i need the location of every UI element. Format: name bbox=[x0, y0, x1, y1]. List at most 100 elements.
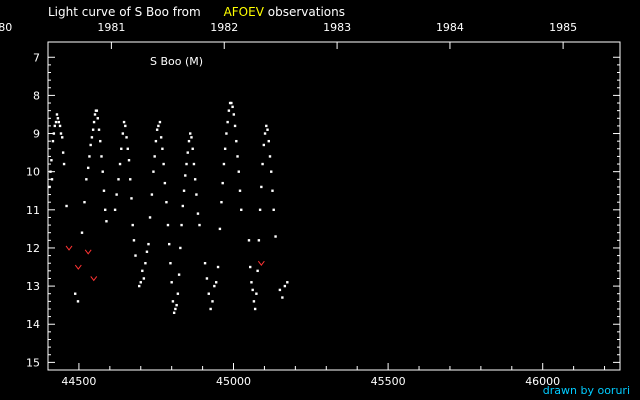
observation-point bbox=[195, 193, 198, 196]
observation-point bbox=[131, 223, 134, 227]
observation-point bbox=[56, 117, 60, 120]
observation-point bbox=[233, 124, 237, 128]
observation-point bbox=[53, 124, 57, 128]
observation-point bbox=[145, 250, 149, 253]
observation-point bbox=[230, 101, 233, 105]
observation-point bbox=[260, 185, 263, 189]
observation-point bbox=[268, 155, 272, 158]
observation-point bbox=[190, 136, 193, 139]
observation-point bbox=[152, 170, 155, 173]
x-tick-label: 46000 bbox=[525, 375, 560, 388]
observation-point bbox=[171, 300, 175, 303]
observation-point bbox=[186, 151, 189, 154]
fainter-than-point bbox=[65, 245, 73, 251]
y-tick-label: 8 bbox=[33, 89, 40, 102]
observation-point bbox=[102, 189, 106, 192]
observation-point bbox=[150, 193, 154, 196]
observation-point bbox=[185, 162, 188, 166]
observation-point bbox=[120, 147, 123, 150]
observation-point bbox=[203, 262, 207, 265]
observation-point bbox=[139, 281, 142, 284]
observation-point bbox=[99, 139, 102, 143]
top-year-label: 1980 bbox=[0, 21, 12, 34]
observation-point bbox=[89, 143, 92, 147]
observation-point bbox=[252, 300, 256, 303]
plot-frame bbox=[47, 41, 621, 371]
observation-point bbox=[218, 227, 222, 231]
observation-point bbox=[134, 254, 137, 257]
observation-point bbox=[214, 281, 218, 284]
observation-point bbox=[193, 178, 197, 181]
observation-point bbox=[127, 159, 131, 162]
fainter-than-point bbox=[90, 276, 98, 282]
x-tick-label: 45000 bbox=[216, 375, 251, 388]
observation-point bbox=[154, 139, 158, 143]
observation-point bbox=[121, 132, 125, 135]
observation-point bbox=[129, 178, 132, 181]
title-suffix: observations bbox=[267, 5, 345, 19]
observation-point bbox=[207, 292, 210, 295]
observation-point bbox=[191, 147, 194, 150]
observation-point bbox=[187, 139, 191, 143]
observation-point bbox=[172, 311, 176, 314]
observation-point bbox=[213, 284, 216, 288]
observation-point bbox=[258, 208, 262, 212]
observation-point bbox=[189, 132, 192, 135]
top-year-label: 1981 bbox=[97, 21, 125, 34]
y-tick-label: 9 bbox=[33, 128, 40, 141]
observation-point bbox=[125, 136, 128, 139]
observation-point bbox=[283, 284, 287, 288]
observation-point bbox=[226, 120, 229, 124]
observation-point bbox=[271, 189, 274, 192]
observation-point bbox=[168, 242, 171, 246]
observation-point bbox=[142, 277, 146, 280]
observation-point bbox=[85, 178, 88, 181]
top-year-label: 1983 bbox=[323, 21, 351, 34]
observation-point bbox=[257, 239, 261, 242]
observation-point bbox=[179, 246, 182, 250]
observation-point bbox=[144, 262, 147, 265]
observation-point bbox=[62, 162, 66, 166]
top-year-label: 1985 bbox=[549, 21, 577, 34]
observation-point bbox=[104, 208, 107, 212]
observation-point bbox=[158, 120, 162, 124]
observation-point bbox=[249, 265, 252, 269]
fainter-than-point bbox=[84, 249, 92, 255]
observation-point bbox=[118, 162, 122, 166]
observation-point bbox=[255, 292, 258, 295]
observation-point bbox=[286, 281, 289, 284]
observation-point bbox=[165, 200, 168, 204]
title-prefix: Light curve of S Boo from bbox=[48, 5, 201, 19]
top-year-label: 1982 bbox=[210, 21, 238, 34]
observation-point bbox=[227, 109, 231, 112]
observation-point bbox=[253, 307, 257, 311]
observation-point bbox=[162, 162, 165, 166]
y-tick-label: 15 bbox=[26, 356, 40, 369]
x-tick-label: 44500 bbox=[61, 375, 96, 388]
observation-point bbox=[223, 147, 227, 150]
observation-point bbox=[96, 117, 99, 120]
observation-point bbox=[148, 216, 152, 219]
observation-point bbox=[61, 136, 64, 139]
y-tick-label: 10 bbox=[26, 166, 40, 179]
credit-text: drawn by ooruri bbox=[542, 384, 630, 397]
observation-point bbox=[192, 162, 196, 166]
observation-point bbox=[256, 269, 259, 273]
observation-point bbox=[205, 277, 209, 280]
observation-point bbox=[251, 288, 254, 292]
observation-point bbox=[263, 132, 267, 135]
observation-point bbox=[83, 200, 86, 204]
observation-point bbox=[281, 296, 284, 299]
observation-point bbox=[209, 307, 212, 311]
observation-point bbox=[61, 151, 65, 154]
observation-point bbox=[228, 101, 232, 105]
observation-point bbox=[278, 288, 282, 292]
observation-point bbox=[232, 113, 236, 116]
y-tick-label: 11 bbox=[26, 204, 40, 217]
observation-point bbox=[267, 139, 270, 143]
observation-point bbox=[55, 113, 59, 116]
observation-point bbox=[216, 265, 220, 269]
observation-point bbox=[141, 269, 144, 273]
observation-point bbox=[184, 174, 187, 177]
observation-point bbox=[54, 120, 58, 124]
